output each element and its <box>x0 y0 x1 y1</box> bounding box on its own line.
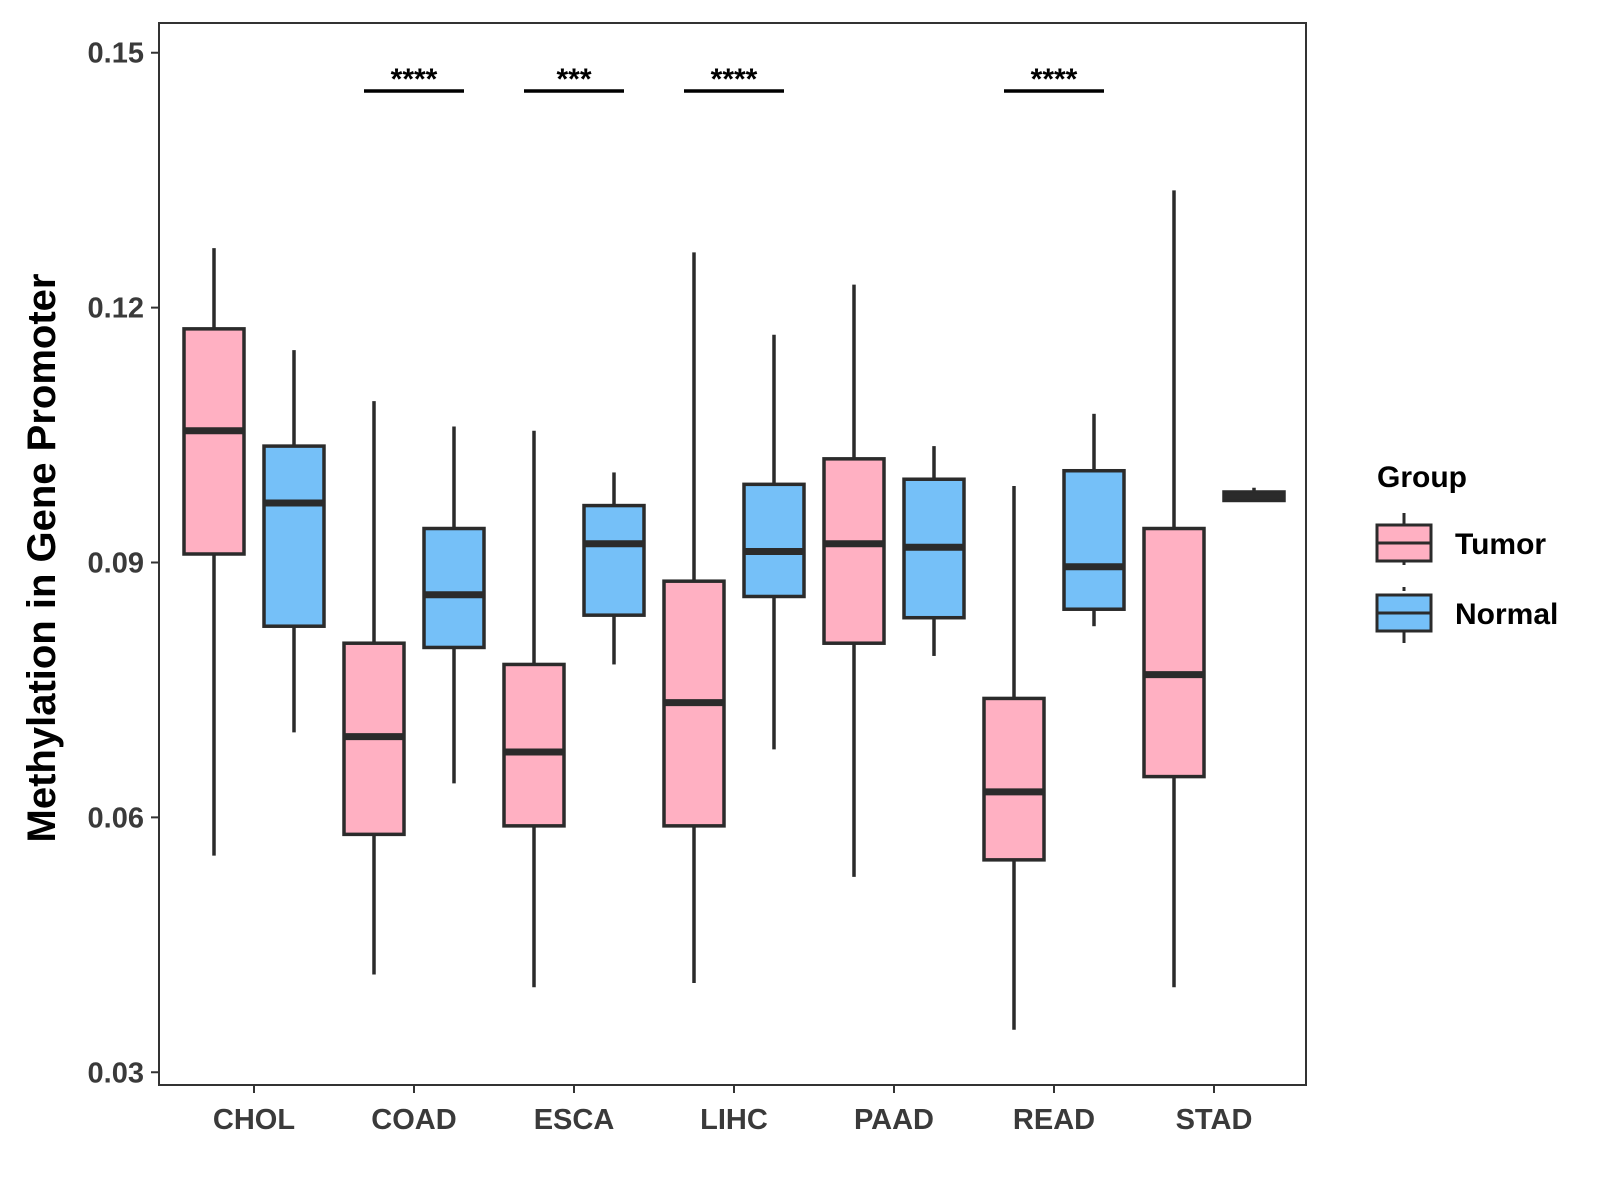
y-tick-label: 0.15 <box>88 38 144 70</box>
y-tick-label: 0.09 <box>88 547 144 579</box>
legend-item-tumor: Tumor <box>1375 513 1546 567</box>
x-tick-label: LIHC <box>700 1104 768 1136</box>
box-body <box>582 503 646 617</box>
box-body <box>1142 526 1206 779</box>
x-tick-label: CHOL <box>213 1104 295 1136</box>
significance-esca: *** <box>524 63 624 96</box>
box-tumor-paad <box>822 284 886 877</box>
significance-lihc: **** <box>684 63 784 96</box>
legend-title: Group <box>1377 461 1467 494</box>
box-normal-chol <box>262 350 326 733</box>
box-body <box>502 662 566 828</box>
significance-label: **** <box>391 63 438 96</box>
box-tumor-read <box>982 486 1046 1030</box>
legend-label: Tumor <box>1455 528 1546 561</box>
x-tick-label: READ <box>1013 1104 1095 1136</box>
box-tumor-chol <box>182 248 246 856</box>
box-tumor-esca <box>502 430 566 988</box>
box-body <box>262 444 326 628</box>
box-normal-esca <box>582 472 646 665</box>
legend-item-normal: Normal <box>1375 587 1558 643</box>
box-body <box>182 327 246 556</box>
y-tick-label: 0.06 <box>88 802 144 834</box>
box-body <box>982 696 1046 862</box>
box-body <box>422 526 486 650</box>
box-tumor-stad <box>1142 190 1206 988</box>
plot-panel <box>158 22 1307 1086</box>
legend: Group Tumor Normal <box>1375 461 1558 643</box>
x-tick-label: STAD <box>1176 1104 1253 1136</box>
significance-read: **** <box>1004 63 1104 96</box>
x-axis: CHOL COAD ESCA LIHC PAAD READ STAD <box>213 1085 1252 1136</box>
box-body <box>1062 468 1126 611</box>
significance-label: **** <box>1031 63 1078 96</box>
significance-label: **** <box>711 63 758 96</box>
box-normal-lihc <box>742 334 806 750</box>
box-body <box>742 482 806 599</box>
y-tick-label: 0.12 <box>88 293 144 325</box>
legend-label: Normal <box>1455 598 1558 631</box>
significance-coad: **** <box>364 63 464 96</box>
box-tumor-coad <box>342 401 406 975</box>
x-tick-label: PAAD <box>854 1104 934 1136</box>
box-body <box>822 457 886 645</box>
box-normal-stad <box>1222 487 1286 503</box>
y-tick-label: 0.03 <box>88 1057 144 1089</box>
significance-label: *** <box>556 63 591 96</box>
box-normal-paad <box>902 446 966 656</box>
box-normal-read <box>1062 413 1126 627</box>
x-tick-label: ESCA <box>534 1104 615 1136</box>
y-axis: 0.03 0.06 0.09 0.12 0.15 <box>88 38 159 1089</box>
box-normal-coad <box>422 426 486 784</box>
box-tumor-lihc <box>662 252 726 984</box>
x-tick-label: COAD <box>371 1104 456 1136</box>
boxes-layer <box>182 190 1286 1030</box>
y-axis-title: Methylation in Gene Promoter <box>20 274 64 843</box>
significance-annotations: **** *** **** **** <box>364 63 1104 96</box>
